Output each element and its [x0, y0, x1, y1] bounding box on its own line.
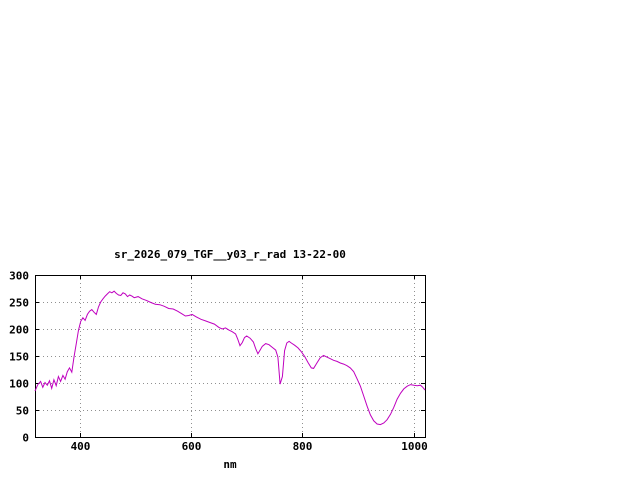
y-tick-label: 0 [22, 432, 29, 445]
y-tick-label: 150 [9, 351, 29, 364]
x-tick-label: 400 [71, 440, 91, 453]
spectrum-line [34, 290, 426, 426]
x-tick-label: 1000 [401, 440, 428, 453]
y-tick-label: 200 [9, 324, 29, 337]
y-tick-label: 50 [16, 405, 29, 418]
chart-title: sr_2026_079_TGF__y03_r_rad 13-22-00 [114, 248, 346, 261]
x-tick-label: 600 [182, 440, 202, 453]
y-tick-label: 100 [9, 378, 29, 391]
x-axis-label: nm [223, 458, 237, 471]
plot-border [35, 275, 426, 438]
y-tick-label: 300 [9, 270, 29, 283]
y-tick-label: 250 [9, 297, 29, 310]
x-tick-label: 800 [293, 440, 313, 453]
